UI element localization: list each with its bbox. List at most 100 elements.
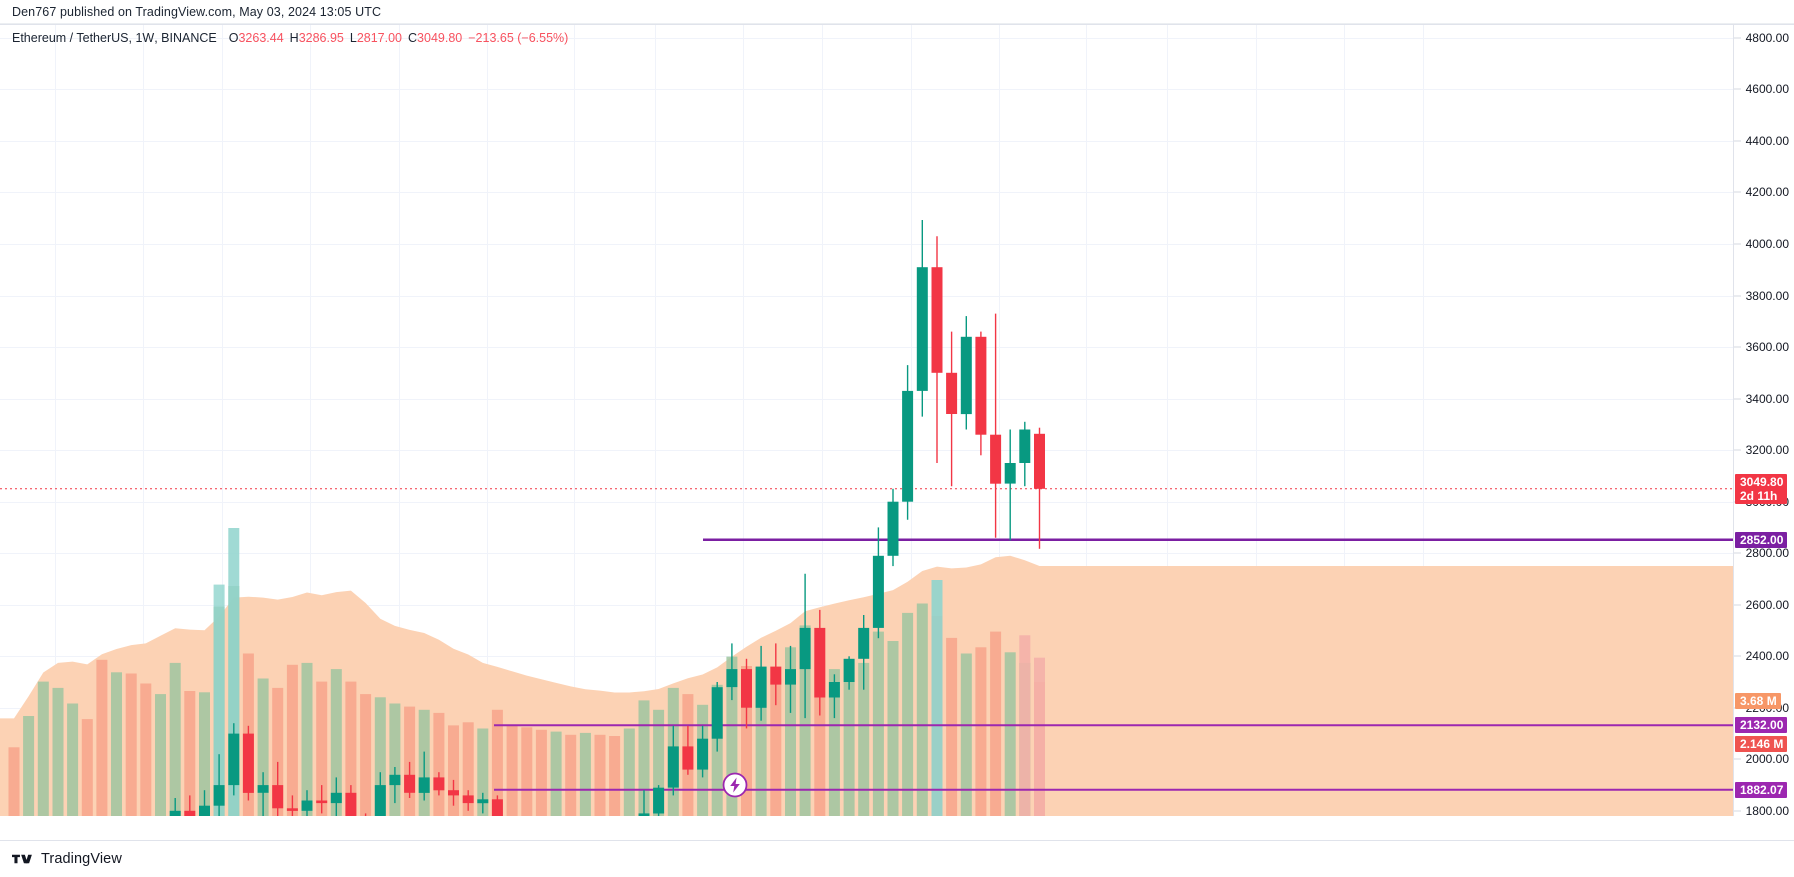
- volume-bar: [286, 664, 298, 816]
- price-badge-value: 3049.80: [1740, 474, 1784, 489]
- candle-body: [653, 787, 665, 814]
- price-badge-level-2852[interactable]: 2852.00: [1735, 531, 1788, 548]
- chart-legend[interactable]: Ethereum / TetherUS, 1W, BINANCE O 3263.4…: [12, 31, 569, 45]
- price-badge-volume-last[interactable]: 2.146 M: [1735, 735, 1788, 752]
- candle-body: [199, 805, 210, 816]
- volume-bar: [257, 678, 269, 816]
- tradingview-logo-icon: [12, 854, 32, 864]
- publisher-bar: Den767 published on TradingView.com, May…: [0, 0, 1794, 24]
- candles: [169, 220, 1045, 816]
- gridline-vertical: [487, 25, 488, 816]
- gridline-horizontal: [0, 37, 1733, 39]
- volume-bar: [140, 683, 152, 816]
- price-tick-label: 2000.00: [1745, 752, 1789, 767]
- chart-frame: Ethereum / TetherUS, 1W, BINANCE O 3263.4…: [0, 24, 1794, 841]
- volume-bar: [404, 706, 416, 816]
- candle-body: [330, 792, 342, 804]
- candle-body: [843, 658, 855, 682]
- gridline-horizontal: [0, 295, 1733, 297]
- volume-bar: [199, 692, 210, 816]
- volume-bar: [535, 729, 547, 816]
- candle-body: [374, 785, 386, 816]
- price-tick-label: 3800.00: [1745, 288, 1789, 303]
- candle-body: [872, 555, 884, 628]
- volume-bar: [272, 687, 284, 816]
- volume-bar: [594, 734, 606, 816]
- candle-body: [975, 336, 987, 435]
- volume-bar: [916, 603, 928, 816]
- candle-body: [667, 746, 679, 788]
- gridline-horizontal: [0, 140, 1733, 142]
- candle-body: [477, 799, 489, 804]
- price-badge-level-1882[interactable]: 1882.07: [1735, 781, 1788, 798]
- gridline-vertical: [1344, 25, 1345, 816]
- candle-body: [814, 627, 826, 698]
- price-badge-last-price[interactable]: 3049.80 2d 11h: [1735, 473, 1788, 504]
- candle-body: [1019, 429, 1031, 463]
- legend-high-value: 3286.95: [298, 31, 344, 45]
- tradingview-brand-label: TradingView: [41, 851, 122, 867]
- price-pane[interactable]: [0, 25, 1733, 816]
- volume-bar: [477, 728, 489, 816]
- gridline-vertical: [1086, 25, 1087, 816]
- gridline-horizontal: [0, 450, 1733, 452]
- volume-bar: [946, 637, 958, 816]
- gridline-horizontal: [0, 553, 1733, 555]
- volume-bar: [1004, 652, 1016, 816]
- volume-bar: [374, 697, 386, 816]
- gridline-vertical: [310, 25, 311, 816]
- volume-bar: [448, 725, 459, 816]
- candle-body: [257, 785, 269, 793]
- volume-bar: [902, 612, 914, 816]
- gridline-horizontal: [0, 89, 1733, 91]
- candle-body: [389, 774, 401, 786]
- price-tick-label: 2400.00: [1745, 649, 1789, 664]
- level-lines[interactable]: [494, 538, 1733, 791]
- legend-low-value: 2817.00: [356, 31, 403, 45]
- lightning-marker-icon[interactable]: [722, 772, 748, 798]
- price-tick-label: 2800.00: [1745, 546, 1789, 561]
- legend-symbol[interactable]: Ethereum / TetherUS: [12, 31, 129, 45]
- volume-bar-peak: [228, 528, 240, 816]
- volume-bar: [579, 732, 591, 816]
- price-tick-label: 3600.00: [1745, 340, 1789, 355]
- volume-bar: [653, 709, 665, 816]
- price-tick-dash: [1734, 346, 1741, 348]
- price-tick-dash: [1734, 655, 1741, 657]
- volume-bar: [975, 647, 987, 816]
- price-axis[interactable]: 4800.00 4600.00 4400.00 4200.00 4000.00 3800.…: [1733, 25, 1794, 818]
- legend-open-value: 3263.44: [238, 31, 284, 45]
- volume-bar: [111, 672, 122, 816]
- price-tick-label: 4800.00: [1745, 30, 1789, 45]
- candle-body: [433, 777, 445, 791]
- volume-bar: [8, 747, 20, 816]
- legend-interval[interactable]: 1W: [135, 31, 155, 45]
- price-tick-label: 1800.00: [1745, 803, 1789, 818]
- volume-bar: [125, 673, 137, 816]
- price-tick-dash: [1734, 810, 1741, 812]
- volume-bar: [755, 672, 767, 816]
- price-badge-volume-max[interactable]: 3.68 M: [1735, 692, 1781, 709]
- price-badge-level-2132[interactable]: 2132.00: [1735, 717, 1788, 734]
- gridline-vertical: [1256, 25, 1257, 816]
- candle-body: [301, 800, 313, 811]
- candle-body: [462, 795, 474, 804]
- price-tick-label: 4400.00: [1745, 133, 1789, 148]
- price-badge-value: 2.146 M: [1740, 736, 1784, 751]
- candle-body: [1004, 463, 1016, 484]
- volume-bar: [609, 736, 621, 816]
- volume-bar: [316, 681, 328, 816]
- price-tick-label: 4200.00: [1745, 185, 1789, 200]
- footer-branding: TradingView: [0, 841, 1794, 877]
- volume-bar: [785, 647, 796, 816]
- volume-bar: [623, 728, 635, 816]
- price-badge-value: 3.68 M: [1740, 693, 1777, 708]
- gridline-vertical: [55, 25, 56, 816]
- price-tick-dash: [1734, 191, 1741, 193]
- volume-bar: [843, 681, 855, 816]
- candlestick-plot: [0, 220, 1733, 816]
- volume-bar: [491, 709, 503, 816]
- price-tick-dash: [1734, 398, 1741, 400]
- candle-body: [638, 813, 650, 816]
- candle-body: [272, 785, 284, 809]
